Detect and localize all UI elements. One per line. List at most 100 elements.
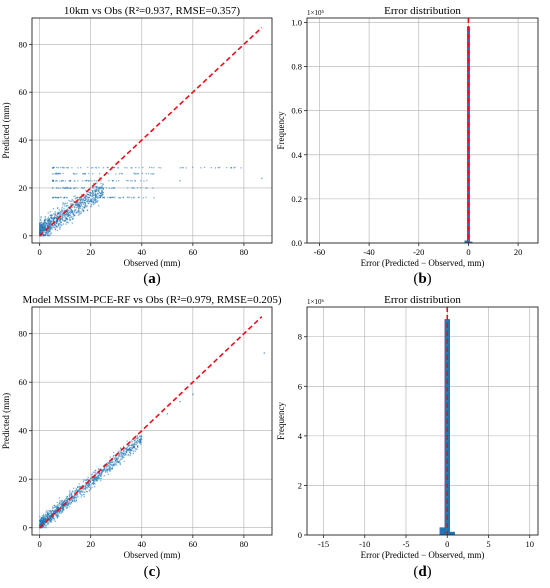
scatter-point [56,220,58,222]
scatter-point [75,204,77,206]
scatter-point [85,198,87,201]
scatter-point [68,219,71,221]
scatter-point [43,225,46,227]
scatter-point [88,172,90,175]
scatter-point [59,219,62,221]
scatter-point [121,173,124,175]
scatter-point [86,478,88,481]
x-tick-label: 5 [486,539,490,549]
scatter-point [48,222,50,224]
scatter-point [109,461,111,464]
scatter-point [73,492,76,494]
scatter-point [140,187,142,189]
scatter-point [66,506,69,508]
scatter-point [84,173,86,175]
scatter-point [74,500,76,503]
scatter-point [135,443,137,445]
scatter-point [100,192,103,195]
scatter-point [66,501,68,503]
scatter-point [92,478,94,480]
scatter-point [137,440,139,442]
scatter-point [130,449,133,451]
scatter-point [68,506,71,508]
x-tick-label: 60 [189,539,198,549]
scatter-point [42,222,45,224]
scatter-point [65,496,68,498]
scatter-point [127,187,129,189]
scatter-point [136,173,138,175]
scatter-point [92,483,95,485]
scatter-point [62,505,64,508]
y-tick-label: 4 [298,431,303,441]
scatter-point [69,217,71,219]
scatter-point [39,222,41,225]
scatter-point [43,234,45,236]
scatter-point [55,222,57,224]
scatter-point [138,167,140,169]
scatter-point [61,206,63,209]
scatter-point [138,441,140,443]
scatter-point [39,524,41,526]
y-tick-label: 2 [298,480,302,490]
scatter-point [120,451,122,453]
scatter-point [86,483,88,485]
scatter-point [87,476,89,479]
scatter-point [65,216,67,218]
scatter-point [57,215,60,218]
scatter-point [75,202,78,204]
panel-title: Model MSSIM-PCE-RF vs Obs (R²=0.979, RMS… [23,294,282,306]
scatter-point [55,225,57,227]
scatter-point [45,513,47,516]
scatter-point [83,206,85,209]
scatter-point [191,166,194,169]
scatter-point [75,207,78,209]
scatter-point [59,187,61,189]
scatter-point [92,194,94,196]
scatter-point [233,167,235,169]
scatter-point [44,227,47,229]
scatter-point [55,173,57,175]
scatter-point [119,461,121,463]
scatter-point [65,223,67,225]
scatter-point [117,453,120,455]
scatter-point [96,182,98,184]
scatter-point [110,196,112,199]
scatter-point [70,208,73,211]
scatter-point [48,220,50,222]
scatter-point [39,226,41,228]
scatter-point [50,519,52,522]
x-tick-label: -5 [402,539,409,549]
scatter-point [74,494,76,497]
scatter-point [72,200,74,202]
scatter-point [77,209,79,212]
scatter-point [41,230,43,233]
scatter-point [131,447,134,449]
scatter-point [89,200,92,202]
scatter-point [47,517,49,519]
scatter-point [80,491,82,493]
scatter-point [54,509,56,511]
scatter-point [55,514,58,516]
scatter-point [158,166,160,169]
scatter-point [107,166,109,169]
scatter-point [135,444,137,446]
scale-exponent-label: 1×10⁶ [307,298,324,306]
scatter-point [80,490,82,492]
scatter-point [179,400,181,403]
scatter-point [82,493,84,496]
scatter-point [51,516,53,518]
scatter-point [112,180,115,182]
scatter-point [97,475,99,477]
scatter-point [91,180,93,182]
scatter-point [43,516,45,518]
scatter-point [56,166,58,169]
scatter-point [47,521,50,523]
scatter-point [58,510,61,512]
scatter-point [73,206,75,208]
x-tick-label: 10 [526,539,535,549]
scatter-point [62,187,64,189]
scatter-point [72,204,75,206]
scatter-point [67,503,69,506]
scatter-point [112,187,114,189]
scatter-point [120,452,122,454]
